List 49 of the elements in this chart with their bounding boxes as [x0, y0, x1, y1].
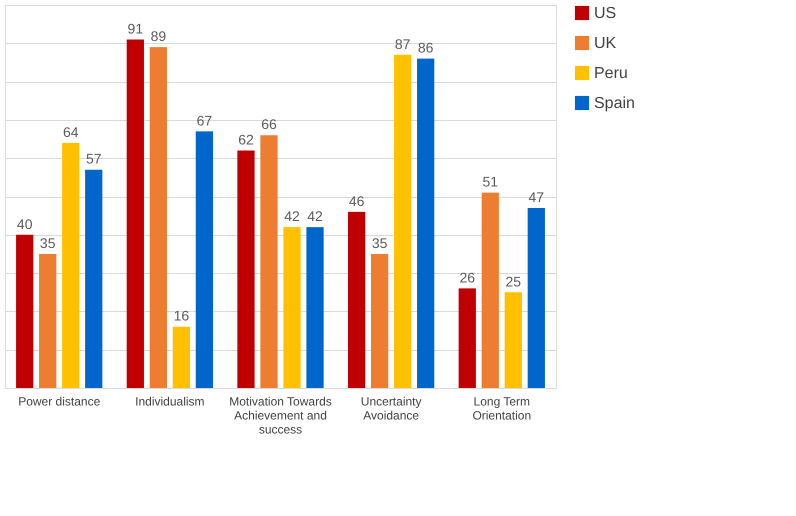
- bar: [504, 292, 522, 388]
- bar: [260, 135, 278, 388]
- data-label: 62: [238, 132, 254, 148]
- x-tick-label: Uncertainty Avoidance: [360, 394, 422, 422]
- data-label: 35: [40, 234, 56, 251]
- data-label: 67: [196, 112, 212, 128]
- bar: [85, 170, 102, 388]
- data-label: 26: [459, 269, 476, 286]
- bar: [126, 39, 144, 388]
- data-label: 66: [261, 116, 277, 132]
- data-label: 42: [284, 208, 300, 224]
- bar: [394, 54, 412, 388]
- bar: [196, 131, 214, 388]
- x-tick-label: Power distance: [18, 394, 101, 408]
- data-label: 89: [150, 28, 166, 44]
- data-label: 86: [418, 40, 434, 56]
- data-label: 46: [348, 192, 365, 209]
- data-label: 35: [372, 234, 388, 251]
- legend-label: Peru: [594, 65, 628, 82]
- x-tick-label: Motivation Towards Achievement and success: [229, 394, 332, 436]
- bar: [16, 234, 34, 388]
- bar: [172, 326, 190, 388]
- bar: [237, 150, 255, 388]
- bar: [283, 227, 301, 388]
- bar: [150, 47, 167, 388]
- data-label: 51: [482, 174, 498, 190]
- bar: [528, 208, 545, 388]
- bar: [371, 254, 388, 388]
- data-label: 47: [528, 188, 544, 205]
- data-label: 40: [16, 216, 33, 232]
- legend-label: Spain: [594, 95, 635, 112]
- x-tick-label: Individualism: [135, 394, 205, 408]
- legend-label: US: [594, 5, 616, 22]
- bar: [62, 142, 80, 388]
- data-label: 87: [394, 36, 411, 52]
- bar: [482, 192, 499, 388]
- x-tick-label: Long Term Orientation: [472, 394, 532, 422]
- data-label: 42: [307, 208, 324, 224]
- bar: [39, 254, 56, 388]
- data-label: 16: [174, 308, 190, 324]
- data-label: 64: [62, 124, 79, 140]
- legend-label: UK: [594, 35, 617, 52]
- bar: [348, 212, 366, 388]
- data-label: 25: [506, 273, 522, 290]
- data-label: 57: [86, 150, 102, 167]
- bar: [458, 288, 476, 388]
- data-label: 91: [128, 20, 144, 36]
- bar: [417, 58, 434, 388]
- bar: [306, 227, 324, 388]
